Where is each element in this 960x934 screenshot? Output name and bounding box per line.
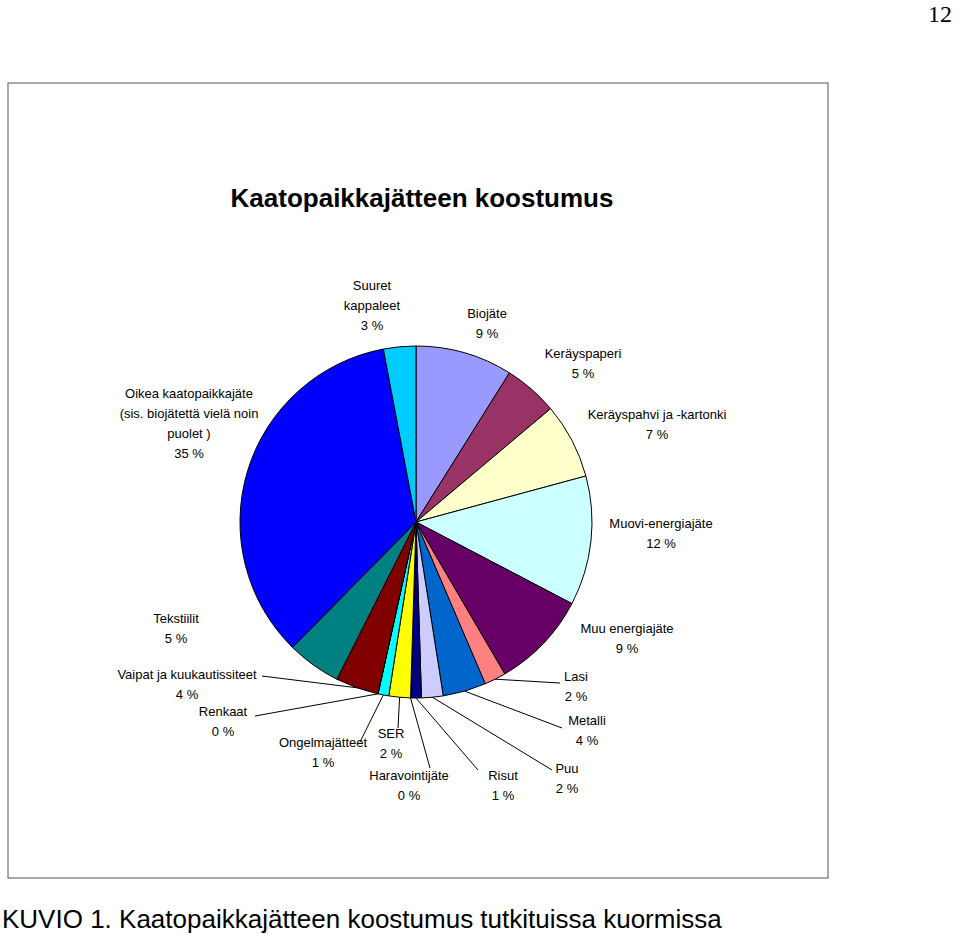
data-label: Suuret kappaleet 3 % <box>344 278 401 333</box>
chart-frame <box>8 83 828 878</box>
value-label: 2 % <box>565 689 588 704</box>
pie-slice <box>240 349 416 647</box>
category-label: Renkaat <box>199 704 248 719</box>
data-label: Metalli 4 % <box>568 713 606 748</box>
category-label: Haravointijäte <box>369 768 449 783</box>
data-label: Vaipat ja kuukautissiteet 4 % <box>117 667 257 702</box>
category-label: Puu <box>555 761 578 776</box>
value-label: 9 % <box>476 326 499 341</box>
data-label: Puu 2 % <box>555 761 578 796</box>
data-label: Oikea kaatopaikkajäte (sis. biojätettä vi… <box>120 386 259 461</box>
value-label: 4 % <box>176 687 199 702</box>
leader-line <box>416 698 478 770</box>
data-label: Muovi-energiajäte 12 % <box>609 516 712 551</box>
leader-line <box>432 697 552 770</box>
pie-slice <box>383 346 416 522</box>
category-label: Tekstiilit <box>153 611 199 626</box>
data-label: Muu energiajäte 9 % <box>580 621 673 656</box>
data-label: SER 2 % <box>378 726 405 761</box>
data-label: Lasi 2 % <box>564 669 588 704</box>
data-label: Risut 1 % <box>488 768 518 803</box>
value-label: 4 % <box>576 733 599 748</box>
data-label: Tekstiilit 5 % <box>153 611 199 646</box>
category-label: Biojäte <box>467 306 507 321</box>
leader-line <box>262 676 357 688</box>
category-label: Risut <box>488 768 518 783</box>
category-label: Ongelmajätteet <box>279 735 368 750</box>
value-label: 5 % <box>572 366 595 381</box>
value-label: 2 % <box>380 746 403 761</box>
leader-line <box>398 697 400 728</box>
category-label: Oikea kaatopaikkajäte <box>125 386 253 401</box>
value-label: 7 % <box>646 427 669 442</box>
value-label: 9 % <box>616 641 639 656</box>
category-label: Vaipat ja kuukautissiteet <box>117 667 257 682</box>
category-label: Muovi-energiajäte <box>609 516 712 531</box>
value-label: 12 % <box>646 536 676 551</box>
value-label: 0 % <box>212 724 235 739</box>
data-label: Keräyspaperi 5 % <box>545 346 622 381</box>
category-label: puolet ) <box>167 426 210 441</box>
value-label: 35 % <box>174 446 204 461</box>
data-label: Biojäte 9 % <box>467 306 507 341</box>
data-label: Haravointijäte 0 % <box>369 768 449 803</box>
category-label: (sis. biojätettä vielä noin <box>120 406 259 421</box>
value-label: 3 % <box>361 318 384 333</box>
page-number: 12 <box>928 1 952 27</box>
category-label: Lasi <box>564 669 588 684</box>
value-label: 0 % <box>398 788 421 803</box>
data-label: Renkaat 0 % <box>199 704 248 739</box>
category-label: kappaleet <box>344 298 401 313</box>
value-label: 2 % <box>556 781 579 796</box>
value-label: 1 % <box>492 788 515 803</box>
category-label: Suuret <box>353 278 392 293</box>
caption: KUVIO 1. Kaatopaikkajätteen koostumus tu… <box>2 904 722 934</box>
category-label: Keräyspaperi <box>545 346 622 361</box>
data-label: Keräyspahvi ja -kartonki 7 % <box>588 407 727 442</box>
leader-line <box>495 679 560 683</box>
value-label: 5 % <box>165 631 188 646</box>
leader-line <box>411 698 430 768</box>
category-label: Metalli <box>568 713 606 728</box>
leader-line <box>465 691 562 728</box>
category-label: Keräyspahvi ja -kartonki <box>588 407 727 422</box>
pie <box>240 346 592 698</box>
page: 12 Kaatopaikkajätteen koostumus KUVIO 1. K… <box>0 0 960 934</box>
leader-lines <box>255 676 562 770</box>
category-label: Muu energiajäte <box>580 621 673 636</box>
chart-title: Kaatopaikkajätteen koostumus <box>231 183 614 213</box>
value-label: 1 % <box>312 755 335 770</box>
category-label: SER <box>378 726 405 741</box>
data-label: Ongelmajätteet 1 % <box>279 735 368 770</box>
leader-line <box>255 694 378 716</box>
